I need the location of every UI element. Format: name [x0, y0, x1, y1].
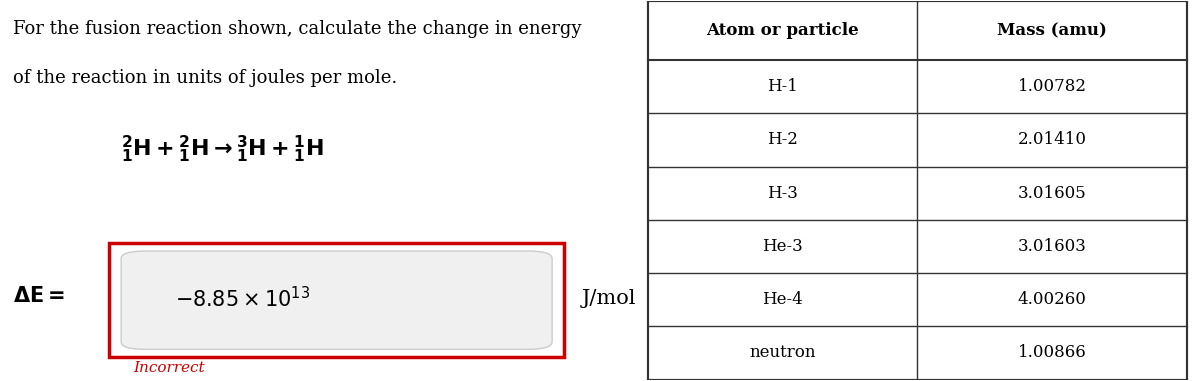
FancyBboxPatch shape: [121, 251, 552, 349]
Text: $\mathbf{^2_1H + ^2_1H \rightarrow ^3_1H + ^1_1H}$: $\mathbf{^2_1H + ^2_1H \rightarrow ^3_1H…: [121, 134, 324, 165]
Text: 3.01605: 3.01605: [1018, 185, 1086, 202]
Text: $-8.85 \times10^{13}$: $-8.85 \times10^{13}$: [175, 286, 310, 311]
Text: 1.00866: 1.00866: [1018, 344, 1086, 362]
Text: He-3: He-3: [762, 238, 803, 255]
Text: Atom or particle: Atom or particle: [707, 22, 859, 39]
Text: Incorrect: Incorrect: [133, 361, 205, 375]
Text: neutron: neutron: [749, 344, 816, 362]
Text: He-4: He-4: [762, 291, 803, 308]
Text: H-3: H-3: [767, 185, 798, 202]
Text: For the fusion reaction shown, calculate the change in energy: For the fusion reaction shown, calculate…: [13, 20, 582, 38]
Text: H-1: H-1: [767, 78, 798, 95]
Text: 2.01410: 2.01410: [1018, 131, 1086, 149]
Text: 1.00782: 1.00782: [1018, 78, 1086, 95]
Text: of the reaction in units of joules per mole.: of the reaction in units of joules per m…: [13, 69, 397, 88]
FancyBboxPatch shape: [109, 243, 564, 357]
Text: 4.00260: 4.00260: [1018, 291, 1086, 308]
FancyBboxPatch shape: [648, 2, 1187, 379]
Text: $\mathbf{\Delta E =}$: $\mathbf{\Delta E =}$: [13, 287, 65, 306]
Text: 3.01603: 3.01603: [1018, 238, 1086, 255]
Text: Mass (amu): Mass (amu): [997, 22, 1106, 39]
Text: H-2: H-2: [767, 131, 798, 149]
Text: J/mol: J/mol: [582, 289, 636, 308]
